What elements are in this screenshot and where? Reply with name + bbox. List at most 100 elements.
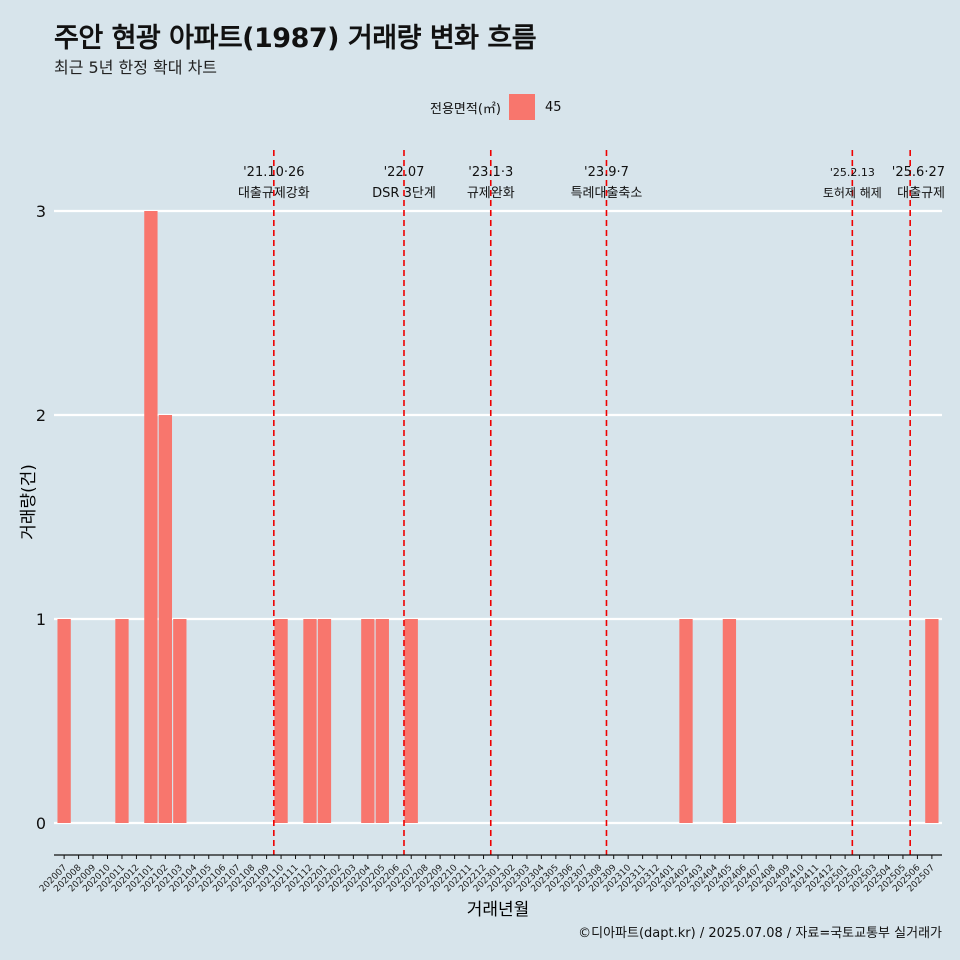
x-tick-label: 202303 bbox=[501, 863, 532, 894]
gridlines bbox=[54, 209, 942, 825]
x-tick-label: 202410 bbox=[775, 863, 807, 895]
x-tick-label: 202408 bbox=[747, 863, 779, 895]
bar-202102 bbox=[158, 415, 173, 823]
x-tick-label: 202309 bbox=[587, 863, 619, 895]
x-tick-label: 202207 bbox=[385, 863, 416, 894]
bar-202101 bbox=[144, 211, 158, 823]
x-tick-label: 202306 bbox=[544, 863, 576, 895]
legend: 전용면적(㎡) 45 bbox=[430, 94, 562, 120]
x-tick-label: 202504 bbox=[862, 863, 894, 895]
bar-202402 bbox=[679, 619, 693, 823]
x-tick-label: 202106 bbox=[197, 863, 229, 895]
x-tick-label: 202112 bbox=[284, 863, 315, 894]
y-tick-label: 2 bbox=[36, 406, 46, 425]
x-tick-label: 202209 bbox=[414, 863, 446, 895]
bars bbox=[57, 211, 939, 823]
bar-202103 bbox=[173, 619, 187, 823]
x-tick-label: 202007 bbox=[38, 863, 69, 894]
event-date-label: '25.2.13 bbox=[830, 166, 875, 179]
x-tick-label: 202305 bbox=[530, 863, 561, 894]
x-tick-label: 202406 bbox=[718, 863, 750, 895]
event-label: 규제완화 bbox=[467, 186, 515, 201]
bar-202507 bbox=[925, 619, 939, 823]
x-tick-label: 202405 bbox=[703, 863, 734, 894]
x-tick-label: 202107 bbox=[211, 863, 242, 894]
x-tick-label: 202311 bbox=[616, 863, 647, 894]
x-tick-label: 202212 bbox=[457, 863, 488, 894]
x-tick-label: 202206 bbox=[371, 863, 403, 895]
x-tick-label: 202102 bbox=[139, 863, 170, 894]
x-tick-label: 202104 bbox=[168, 863, 200, 895]
x-tick-label: 202211 bbox=[443, 863, 474, 894]
bar-202405 bbox=[722, 619, 737, 823]
event-date-label: '23.9·7 bbox=[584, 165, 629, 180]
x-tick-label: 202302 bbox=[486, 863, 517, 894]
x-tick-label: 202204 bbox=[342, 863, 374, 895]
x-tick-label: 202208 bbox=[399, 863, 431, 895]
x-tick-label: 202108 bbox=[226, 863, 258, 895]
x-tick-label: 202411 bbox=[790, 863, 821, 894]
x-tick-label: 202012 bbox=[110, 863, 141, 894]
bar-202207 bbox=[404, 619, 418, 823]
x-tick-label: 202203 bbox=[327, 863, 358, 894]
source-caption: ©디아파트(dapt.kr) / 2025.07.08 / 자료=국토교통부 실… bbox=[578, 926, 942, 941]
axes: 0 1 2 3 202007202008202009202010202011202012… bbox=[36, 202, 942, 894]
x-tick-label: 202503 bbox=[848, 863, 879, 894]
bar-202011 bbox=[115, 619, 129, 823]
event-label: 특례대출축소 bbox=[571, 186, 643, 201]
x-tick-label: 202401 bbox=[645, 863, 676, 894]
x-tick-label: 202210 bbox=[428, 863, 460, 895]
x-tick-label: 202008 bbox=[52, 863, 84, 895]
y-tick-label: 0 bbox=[36, 814, 46, 833]
y-tick-label: 1 bbox=[36, 610, 46, 629]
chart-subtitle: 최근 5년 한정 확대 차트 bbox=[54, 58, 218, 77]
x-tick-label: 202403 bbox=[674, 863, 705, 894]
event-label: 대출규제 bbox=[897, 186, 945, 201]
x-tick-label: 202407 bbox=[732, 863, 763, 894]
x-tick-label: 202505 bbox=[877, 863, 908, 894]
legend-item-label: 45 bbox=[544, 99, 562, 115]
event-date-label: '23.1·3 bbox=[468, 165, 513, 180]
bar-202205 bbox=[375, 619, 389, 823]
x-axis-label: 거래년월 bbox=[467, 900, 530, 920]
x-tick-label: 202310 bbox=[602, 863, 634, 895]
x-tick-label: 202201 bbox=[298, 863, 329, 894]
bar-202112 bbox=[303, 619, 317, 823]
x-tick-label: 202402 bbox=[660, 863, 691, 894]
x-tick-label: 202404 bbox=[689, 863, 721, 895]
x-tick-label: 202307 bbox=[559, 863, 590, 894]
x-tick-label: 202105 bbox=[183, 863, 214, 894]
event-date-label: '22.07 bbox=[384, 165, 425, 180]
event-label: DSR 3단계 bbox=[372, 186, 436, 201]
x-tick-label: 202308 bbox=[573, 863, 605, 895]
event-date-label: '25.6·27 bbox=[892, 165, 945, 180]
x-tick-label: 202010 bbox=[81, 863, 113, 895]
y-tick-label: 3 bbox=[36, 202, 46, 221]
x-tick-label: 202205 bbox=[356, 863, 387, 894]
x-tick-label: 202312 bbox=[631, 863, 662, 894]
x-tick-label: 202412 bbox=[804, 863, 835, 894]
event-label: 대출규제강화 bbox=[238, 186, 310, 201]
x-tick-label: 202506 bbox=[891, 863, 923, 895]
event-date-label: '21.10·26 bbox=[243, 165, 304, 180]
event-lines: '21.10·26 대출규제강화 '22.07 DSR 3단계 '23.1·3 규제완화 '… bbox=[238, 150, 945, 855]
event-label: 토허제 해제 bbox=[823, 186, 882, 200]
x-tick-label: 202304 bbox=[515, 863, 547, 895]
x-tick-label: 202409 bbox=[761, 863, 793, 895]
bar-202201 bbox=[317, 619, 332, 823]
x-tick-label: 202501 bbox=[819, 863, 850, 894]
x-tick-label: 202110 bbox=[255, 863, 287, 895]
x-tick-label: 202101 bbox=[125, 863, 156, 894]
x-tick-label: 202103 bbox=[154, 863, 185, 894]
x-tick-label: 202502 bbox=[833, 863, 864, 894]
x-tick-label: 202301 bbox=[472, 863, 503, 894]
x-tick-label: 202111 bbox=[269, 863, 300, 894]
bar-202110 bbox=[274, 619, 288, 823]
x-tick-label: 202011 bbox=[96, 863, 127, 894]
bar-202007 bbox=[57, 619, 71, 823]
chart-title: 주안 현광 아파트(1987) 거래량 변화 흐름 bbox=[54, 23, 537, 54]
y-axis-label: 거래량(건) bbox=[19, 464, 39, 540]
bar-202204 bbox=[361, 619, 375, 823]
legend-swatch bbox=[508, 94, 535, 120]
